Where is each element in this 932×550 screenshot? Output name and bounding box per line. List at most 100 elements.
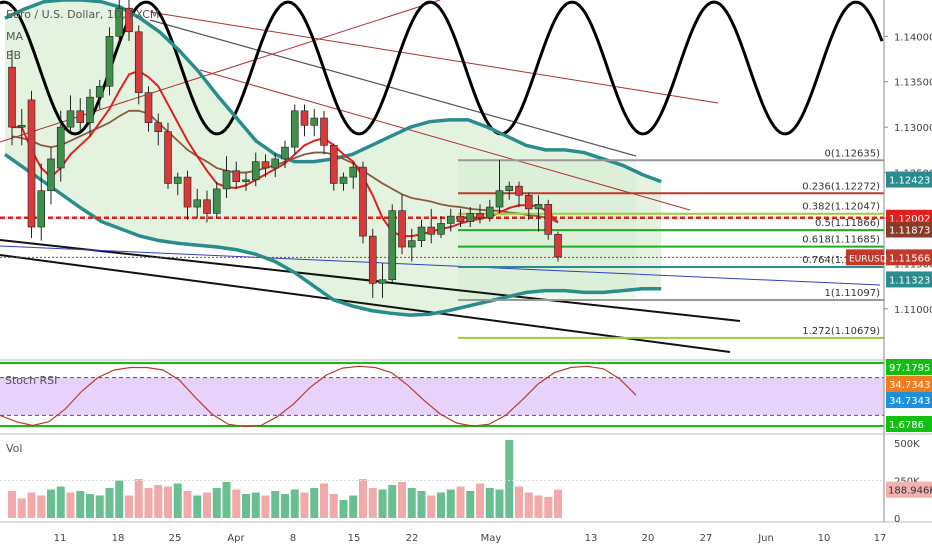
price-tag-label: 1.11566 bbox=[889, 253, 930, 264]
candle-body bbox=[232, 170, 241, 182]
volume-bar bbox=[290, 489, 299, 518]
volume-bar bbox=[349, 495, 358, 518]
stoch-tag bbox=[886, 416, 932, 432]
chart-title: Euro / U.S. Dollar, 1D, FXCM bbox=[6, 8, 159, 21]
volume-bar bbox=[134, 479, 143, 518]
trendline-blue bbox=[0, 245, 881, 286]
volume-bar bbox=[310, 488, 319, 518]
candle-body bbox=[378, 279, 387, 284]
volume-bar bbox=[505, 440, 514, 518]
fib-level-label: 0(1.12635) bbox=[824, 148, 880, 159]
volume-bar bbox=[271, 491, 280, 518]
candle-body bbox=[339, 176, 348, 184]
candle-body bbox=[95, 85, 104, 98]
stoch-tag-label: 1.6786 bbox=[889, 420, 924, 431]
price-tick-label: 1.14000 bbox=[894, 32, 932, 43]
volume-bar bbox=[398, 482, 406, 518]
stoch-tag bbox=[886, 376, 932, 392]
candle-body bbox=[495, 190, 504, 208]
candle-body bbox=[37, 190, 46, 228]
candle-body bbox=[310, 117, 319, 126]
candle-body bbox=[27, 99, 36, 228]
volume-bar bbox=[154, 485, 163, 518]
volume-bar bbox=[164, 486, 172, 518]
volume-bar bbox=[524, 492, 533, 518]
volume-bar bbox=[56, 486, 65, 518]
candle-body bbox=[544, 204, 553, 235]
candle-body bbox=[505, 185, 514, 192]
price-tag bbox=[886, 221, 932, 238]
candle-body bbox=[261, 161, 270, 169]
candle-body bbox=[476, 213, 484, 219]
volume-bar bbox=[427, 495, 436, 518]
time-tick-label: 27 bbox=[700, 533, 713, 544]
price-pane[interactable]: 0(1.12635) 0.236(1.12272) 0.382(1.12047) 0.… bbox=[0, 0, 884, 353]
candle-body bbox=[290, 110, 299, 148]
fib-level-label: 0.5(1.11866) bbox=[815, 218, 880, 229]
candle-body bbox=[66, 110, 75, 128]
price-tag bbox=[886, 171, 932, 188]
volume-bar bbox=[329, 494, 338, 518]
volume-bar bbox=[212, 488, 221, 518]
volume-pane[interactable] bbox=[0, 440, 884, 518]
stoch-tag bbox=[886, 359, 932, 375]
candle-body bbox=[329, 145, 338, 184]
candle-body bbox=[359, 166, 367, 237]
candle-body bbox=[105, 36, 114, 87]
volume-bar bbox=[251, 492, 260, 518]
volume-tag bbox=[886, 481, 932, 498]
volume-bar bbox=[368, 488, 377, 518]
fib-level-label: 0.764(1.11460) bbox=[802, 255, 880, 266]
volume-bar bbox=[173, 483, 182, 518]
volume-bar bbox=[300, 492, 309, 518]
candle-body bbox=[144, 92, 153, 123]
volume-bar bbox=[125, 495, 133, 518]
trendline-upper-red bbox=[149, 11, 719, 104]
time-tick-label: 11 bbox=[54, 533, 67, 544]
candle-body bbox=[281, 146, 289, 160]
candle-body bbox=[515, 185, 523, 196]
volume-bar bbox=[86, 494, 94, 518]
candle-body bbox=[349, 166, 358, 178]
fib-level-label: 0.618(1.11685) bbox=[802, 235, 880, 246]
volume-bar bbox=[193, 495, 202, 518]
price-tag bbox=[886, 271, 932, 288]
candle-body bbox=[417, 226, 426, 241]
stoch-tag bbox=[886, 392, 932, 408]
volume-bar bbox=[261, 495, 270, 518]
volume-bar bbox=[76, 491, 85, 518]
volume-bar bbox=[37, 495, 46, 518]
volume-bar bbox=[8, 491, 16, 518]
volume-bar bbox=[115, 480, 124, 518]
candle-body bbox=[203, 199, 211, 214]
stoch-band-fill bbox=[0, 377, 884, 416]
volume-bar bbox=[17, 498, 26, 518]
volume-bar bbox=[66, 492, 75, 518]
volume-bar bbox=[407, 488, 416, 518]
stoch-rsi-pane[interactable] bbox=[0, 362, 884, 428]
volume-bar bbox=[437, 492, 445, 518]
time-tick-label: May bbox=[481, 533, 502, 544]
volume-bar bbox=[281, 494, 289, 518]
volume-bar bbox=[495, 489, 504, 518]
volume-tick-label: 500K bbox=[894, 439, 920, 450]
price-tick-label: 1.11000 bbox=[894, 305, 932, 316]
candle-body bbox=[251, 161, 260, 181]
volume-bar bbox=[388, 485, 397, 518]
candle-body bbox=[300, 110, 309, 126]
candle-body bbox=[524, 194, 533, 210]
candle-body bbox=[534, 204, 543, 210]
trendline-upper-gray bbox=[149, 19, 637, 157]
price-tag-label: 1.11323 bbox=[889, 275, 930, 286]
candle-body bbox=[154, 122, 163, 132]
candle-body bbox=[242, 179, 250, 182]
indicator-ma-label: MA bbox=[6, 30, 23, 43]
volume-bar bbox=[203, 492, 211, 518]
candle-body bbox=[388, 210, 397, 281]
candle-body bbox=[183, 176, 192, 208]
candle-body bbox=[398, 210, 406, 248]
volume-bar bbox=[144, 488, 153, 518]
time-tick-label: 22 bbox=[406, 533, 419, 544]
volume-bar bbox=[544, 497, 553, 518]
